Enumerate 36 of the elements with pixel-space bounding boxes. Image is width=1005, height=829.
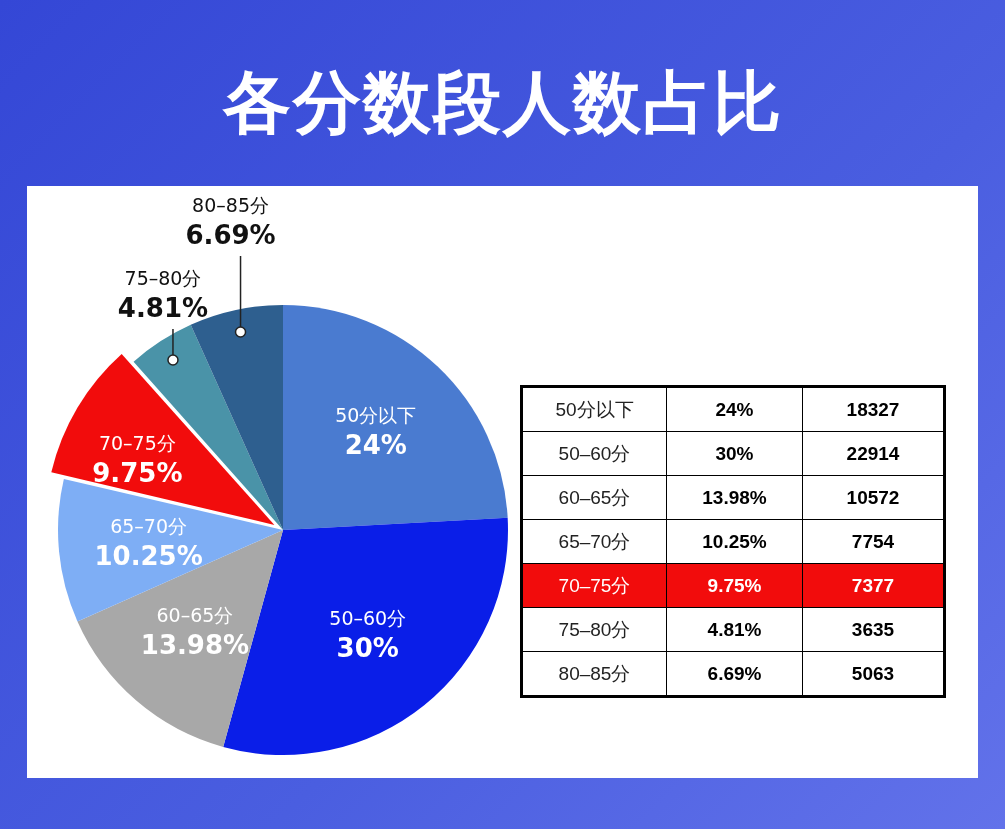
text: 10.25%	[702, 530, 767, 552]
category-label: 80–85分	[558, 662, 631, 684]
text: 7377	[802, 563, 945, 608]
text: 6.69%	[707, 662, 762, 684]
data-label: 9.75%	[92, 458, 183, 489]
data-label: 4.81%	[117, 293, 209, 323]
text: 5063	[802, 651, 945, 697]
category-label: 60–65分	[558, 486, 631, 508]
text: 13.98%	[702, 486, 767, 508]
text: 4.81%	[707, 618, 762, 640]
text: 7754	[802, 519, 945, 564]
category-label: 70–75分	[558, 574, 631, 596]
text: 10572	[802, 475, 945, 520]
text: 18327	[802, 386, 945, 432]
category-label: 75–80分	[558, 618, 631, 640]
data-label: 6.69%	[185, 220, 276, 250]
data-label: 13.98%	[140, 630, 250, 661]
slice-label: 75–80分	[124, 267, 202, 289]
slice-label: 65–70分	[110, 514, 188, 537]
text: 22914	[802, 431, 945, 476]
data-label: 10.25%	[94, 540, 203, 571]
text: 24%	[715, 398, 754, 420]
data-label: 24%	[344, 429, 407, 460]
category-label: 65–70分	[558, 530, 631, 552]
slice-label: 70–75分	[98, 432, 176, 455]
category-label: 50–60分	[558, 442, 631, 464]
text: 3635	[802, 607, 945, 652]
chart-title: 各分数段人数占比	[221, 62, 784, 144]
slice-label: 50分以下	[335, 403, 417, 426]
slice-label: 50–60分	[329, 607, 407, 630]
text: 30%	[715, 442, 754, 464]
data-label: 30%	[336, 633, 399, 664]
slice-label: 60–65分	[156, 604, 234, 627]
slice-label: 50分以下	[521, 386, 667, 432]
text: 9.75%	[707, 574, 762, 596]
slice-label: 80–85分	[192, 194, 269, 216]
